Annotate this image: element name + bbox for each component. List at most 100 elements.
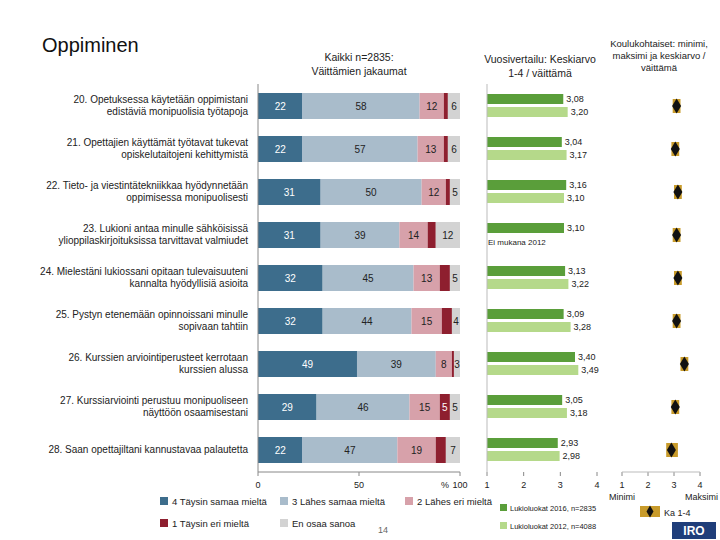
range-bar (674, 271, 682, 285)
category-label: 25. Pystyn etenemään opinnoissani minull… (40, 305, 248, 337)
data-label: 3,05 (565, 395, 583, 405)
chart-title: Koulukohtaiset: minimi, maksimi ja keski… (600, 38, 718, 74)
legend-label: 1 Täysin eri mieltä (172, 518, 250, 529)
bar (487, 137, 562, 147)
data-label: 44 (362, 316, 374, 327)
bar-segment (444, 93, 448, 119)
tick-label: 2 (521, 480, 526, 490)
bars (487, 94, 578, 461)
bar (487, 94, 563, 104)
bar-segment (446, 179, 450, 205)
data-label: 5 (442, 402, 448, 413)
bar (487, 408, 567, 418)
bar-segment (428, 222, 436, 248)
tick (622, 472, 623, 476)
bar (487, 322, 571, 332)
range-bar (674, 185, 682, 199)
tick (487, 472, 488, 476)
legend-label: Lukioluokat 2012, n=4088 (510, 522, 596, 531)
bar-segment (258, 351, 357, 377)
bar-segment (357, 351, 436, 377)
bar-segment (302, 136, 417, 162)
bar-segment (452, 308, 460, 334)
bar-segment (422, 179, 446, 205)
tick-label: 1 (619, 480, 624, 490)
bar-segment (321, 179, 422, 205)
bar (487, 223, 564, 233)
range-bar (673, 228, 681, 242)
legend-label: 2 Lähes eri mieltä (417, 496, 493, 507)
bars (258, 93, 460, 463)
legend-swatch (500, 522, 507, 529)
legend-label: 4 Täysin samaa mieltä (172, 496, 268, 507)
data-label: 3,49 (581, 365, 599, 375)
legend-swatch (160, 497, 168, 505)
data-label: 22 (275, 445, 287, 456)
bar-segment (412, 308, 442, 334)
chart-title: Kaikki n=2835: Väittämien jakaumat (300, 50, 418, 78)
bar-segment (302, 437, 397, 463)
data-label: 14 (408, 230, 420, 241)
range-bar (673, 99, 681, 113)
data-label: 12 (426, 101, 438, 112)
bar (487, 395, 562, 405)
tick-label: 50 (354, 480, 364, 490)
data-label: 3,28 (574, 322, 592, 332)
bar-segment (442, 308, 452, 334)
bar-segment (258, 265, 323, 291)
data-label: 58 (355, 101, 367, 112)
data-label: 46 (357, 402, 369, 413)
bar-segment (258, 136, 302, 162)
tick-label: 1 (484, 480, 489, 490)
axis-line (487, 84, 488, 472)
category-label: 23. Lukioni antaa minulle sähköisissä yl… (40, 219, 248, 251)
mean-marker (671, 142, 680, 157)
tick (258, 472, 259, 476)
data-label: 3,04 (565, 137, 583, 147)
bar-segment (397, 437, 435, 463)
data-label: 3,09 (567, 309, 585, 319)
bar (487, 180, 566, 190)
legend-swatch (280, 519, 288, 527)
bar-segment (410, 394, 440, 420)
tick-label: 3 (671, 480, 676, 490)
tick-label: 2 (645, 480, 650, 490)
data-label: 6 (451, 144, 457, 155)
mean-marker (672, 314, 681, 329)
data-label: 19 (411, 445, 423, 456)
tick-label: 4 (697, 480, 702, 490)
data-label: 5 (452, 187, 458, 198)
bar-segment (258, 437, 302, 463)
bar-segment (454, 351, 460, 377)
data-label: 8 (441, 359, 447, 370)
legend-swatch (640, 506, 660, 517)
data-label: 50 (366, 187, 378, 198)
range-bar (673, 314, 681, 328)
data-label: 3,20 (571, 107, 589, 117)
data-label: 4 (453, 316, 459, 327)
tick (523, 472, 524, 476)
bar (487, 279, 568, 289)
bar (487, 352, 575, 362)
data-label: 32 (285, 273, 297, 284)
bar-segment (436, 437, 446, 463)
bar (487, 193, 564, 203)
tick-label: 100 (452, 480, 467, 490)
data-label: 29 (282, 402, 294, 413)
data-label: 3,10 (567, 193, 585, 203)
data-label: 5 (452, 273, 458, 284)
category-label: 28. Saan opettajiltani kannustavaa palau… (40, 434, 248, 466)
data-label: 3,16 (569, 180, 587, 190)
legend-swatch (500, 504, 507, 511)
data-label: 31 (284, 230, 296, 241)
mean-marker (672, 228, 681, 243)
tick (597, 472, 598, 476)
bar-segment (418, 136, 444, 162)
data-label: 5 (452, 402, 458, 413)
bar-segment (450, 179, 460, 205)
category-label: 27. Kurssiarviointi perustuu monipuolise… (40, 391, 248, 423)
annotation: Ei mukana 2012 (488, 238, 546, 247)
ranges (666, 99, 689, 458)
data-label: 3,22 (571, 279, 589, 289)
bar (487, 365, 578, 375)
